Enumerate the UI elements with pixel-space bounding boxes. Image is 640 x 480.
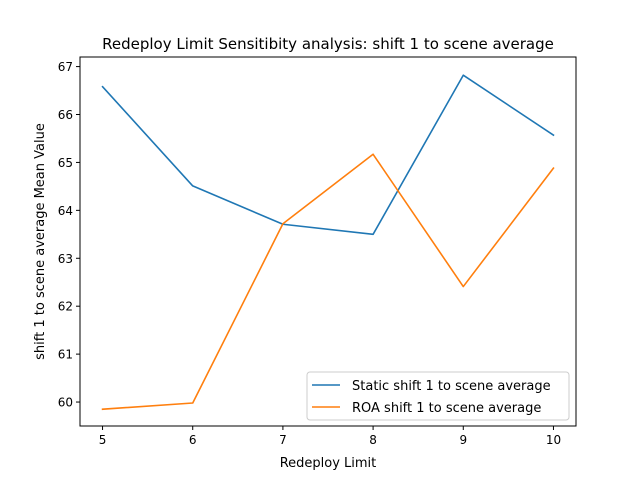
series-line-static: [101, 74, 555, 236]
chart-title: Redeploy Limit Sensitibity analysis: shi…: [102, 35, 554, 53]
series-line-roa: [101, 153, 555, 411]
plot-background: [80, 57, 576, 426]
x-tick-label: 5: [99, 433, 107, 447]
legend-label-roa: ROA shift 1 to scene average: [352, 401, 541, 416]
x-tick-label: 10: [546, 433, 561, 447]
y-tick-label: 66: [58, 108, 73, 122]
y-axis-label: shift 1 to scene average Mean Value: [33, 123, 48, 360]
y-axis: 60 61 62 63 64 65 66 67: [58, 60, 80, 410]
legend-label-static: Static shift 1 to scene average: [352, 379, 551, 394]
x-tick-label: 8: [369, 433, 377, 447]
y-tick-label: 61: [58, 348, 73, 362]
x-tick-label: 6: [189, 433, 197, 447]
plot-frame: [79, 56, 577, 427]
legend: Static shift 1 to scene average ROA shif…: [306, 371, 570, 421]
y-tick-label: 67: [58, 60, 73, 74]
x-tick-label: 7: [279, 433, 287, 447]
y-tick-label: 64: [58, 204, 73, 218]
y-tick-label: 62: [58, 300, 73, 314]
y-tick-label: 63: [58, 252, 73, 266]
series-layer: [101, 74, 555, 411]
y-tick-label: 60: [58, 396, 73, 410]
x-axis-label: Redeploy Limit: [280, 456, 377, 471]
y-tick-label: 65: [58, 156, 73, 170]
plot-area: [79, 56, 577, 427]
legend-box: [306, 371, 570, 421]
x-axis: 5 6 7 8 9 10: [99, 426, 561, 447]
x-tick-label: 9: [459, 433, 467, 447]
